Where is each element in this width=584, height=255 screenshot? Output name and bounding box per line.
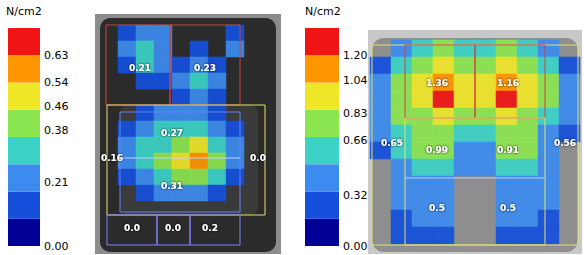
svg-text:0.56: 0.56 — [554, 138, 576, 148]
svg-text:0.00: 0.00 — [44, 240, 69, 253]
svg-text:0.23: 0.23 — [194, 63, 216, 73]
svg-text:0.21: 0.21 — [44, 176, 69, 189]
svg-text:0.16: 0.16 — [101, 153, 123, 163]
svg-text:0.65: 0.65 — [381, 138, 403, 148]
svg-text:0.0: 0.0 — [165, 223, 181, 233]
svg-text:N/cm2: N/cm2 — [305, 5, 341, 18]
svg-text:0.91: 0.91 — [497, 145, 519, 155]
svg-text:0.32: 0.32 — [343, 189, 368, 202]
svg-text:0.66: 0.66 — [343, 134, 368, 147]
svg-text:0.54: 0.54 — [44, 76, 69, 89]
svg-text:1.20: 1.20 — [343, 49, 368, 62]
svg-text:0.00: 0.00 — [343, 240, 368, 253]
svg-text:1.16: 1.16 — [497, 78, 519, 88]
svg-text:0.46: 0.46 — [44, 100, 69, 113]
svg-text:0.38: 0.38 — [44, 124, 69, 137]
svg-text:1.04: 1.04 — [343, 74, 368, 87]
svg-text:0.99: 0.99 — [426, 145, 448, 155]
svg-text:0.0: 0.0 — [124, 223, 140, 233]
svg-text:1.36: 1.36 — [426, 78, 448, 88]
svg-text:0.27: 0.27 — [161, 128, 183, 138]
svg-text:0.31: 0.31 — [161, 181, 183, 191]
svg-text:N/cm2: N/cm2 — [6, 5, 42, 18]
svg-text:0.5: 0.5 — [429, 203, 445, 213]
svg-text:0.83: 0.83 — [343, 107, 368, 120]
svg-text:0.63: 0.63 — [44, 49, 69, 62]
svg-text:0.0: 0.0 — [250, 153, 266, 163]
svg-text:0.2: 0.2 — [202, 223, 218, 233]
svg-text:0.21: 0.21 — [129, 63, 151, 73]
svg-text:0.5: 0.5 — [500, 203, 516, 213]
